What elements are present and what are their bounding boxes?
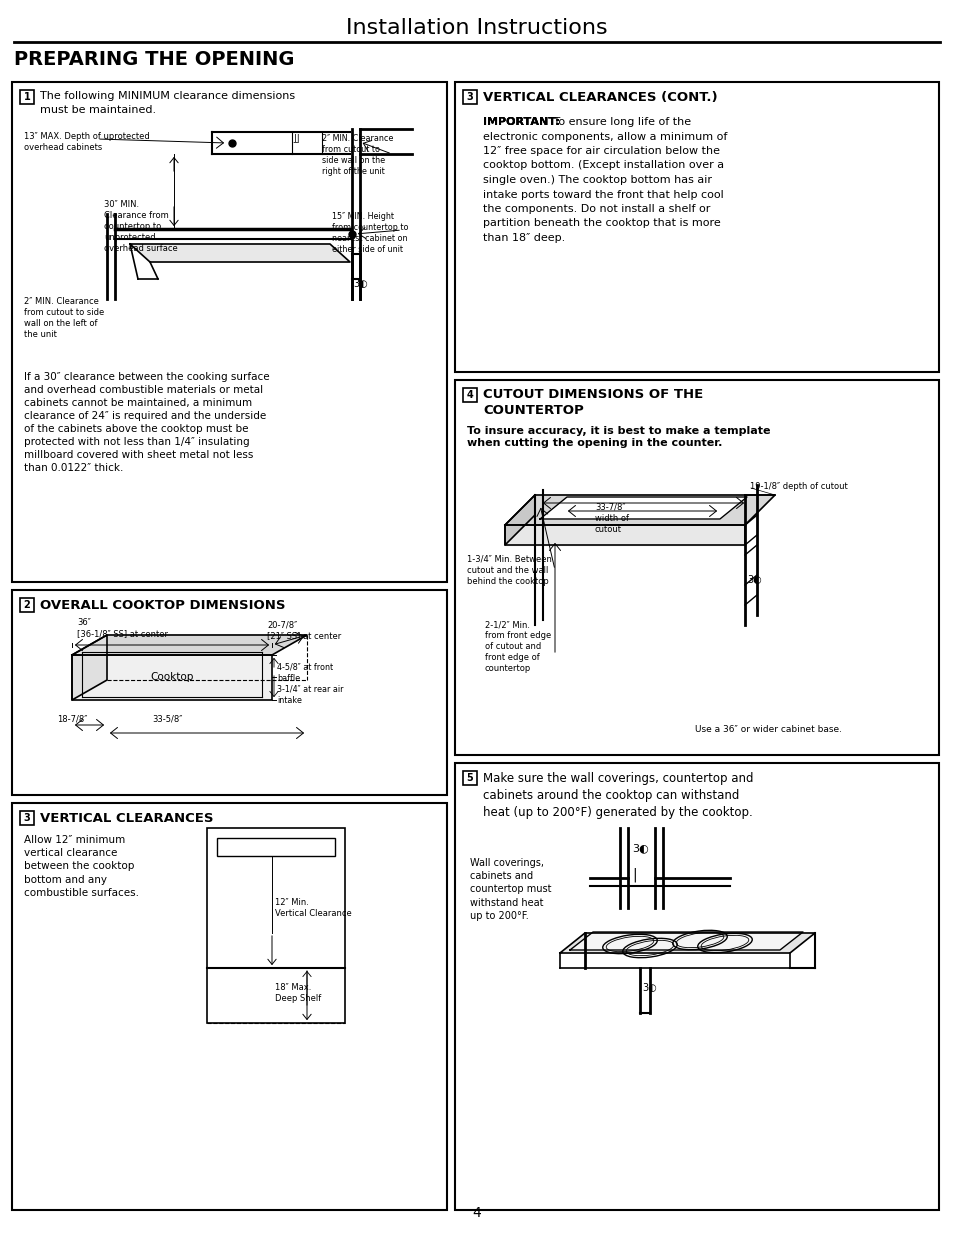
Text: the components. Do not install a shelf or: the components. Do not install a shelf o… xyxy=(482,204,710,214)
Text: 3◐: 3◐ xyxy=(631,844,648,853)
Text: 3-1/4″ at rear air
intake: 3-1/4″ at rear air intake xyxy=(276,685,343,705)
Bar xyxy=(455,763,938,1210)
Polygon shape xyxy=(559,932,814,953)
Text: 2: 2 xyxy=(24,600,30,610)
Text: If a 30″ clearance between the cooking surface: If a 30″ clearance between the cooking s… xyxy=(24,372,270,382)
Polygon shape xyxy=(504,525,744,545)
Text: 20-7/8″
[21″ SS] at center: 20-7/8″ [21″ SS] at center xyxy=(267,620,341,640)
Text: Make sure the wall coverings, countertop and
cabinets around the cooktop can wit: Make sure the wall coverings, countertop… xyxy=(482,772,753,819)
Text: 1-3/4″ Min. Between
cutout and the wall
behind the cooktop: 1-3/4″ Min. Between cutout and the wall … xyxy=(467,555,551,587)
Polygon shape xyxy=(71,655,272,700)
Text: To insure accuracy, it is best to make a template
when cutting the opening in th: To insure accuracy, it is best to make a… xyxy=(467,426,770,448)
Text: 3: 3 xyxy=(24,813,30,823)
Text: IMPORTANT:: IMPORTANT: xyxy=(482,117,559,127)
Text: 3◐: 3◐ xyxy=(353,279,367,289)
Text: 4-5/8″ at front
baffle: 4-5/8″ at front baffle xyxy=(276,663,333,683)
Text: Installation Instructions: Installation Instructions xyxy=(346,19,607,38)
Text: 18″ Max.
Deep Shelf: 18″ Max. Deep Shelf xyxy=(274,983,321,1003)
Bar xyxy=(207,827,345,1023)
Text: IMPORTANT:: IMPORTANT: xyxy=(482,117,559,127)
Polygon shape xyxy=(71,635,307,655)
Text: cabinets cannot be maintained, a minimum: cabinets cannot be maintained, a minimum xyxy=(24,398,252,408)
Text: CUTOUT DIMENSIONS OF THE: CUTOUT DIMENSIONS OF THE xyxy=(482,388,702,401)
Text: 15″ MIN. Height
from countertop to
nearest cabinet on
either side of unit: 15″ MIN. Height from countertop to neare… xyxy=(332,212,408,254)
Text: 4: 4 xyxy=(472,1207,481,1220)
Bar xyxy=(462,388,476,403)
Text: 2-1/2″ Min.
from front edge
of cutout and
front edge of
countertop: 2-1/2″ Min. from front edge of cutout an… xyxy=(484,620,551,673)
Text: cooktop bottom. (Except installation over a: cooktop bottom. (Except installation ove… xyxy=(482,161,723,170)
Text: of the cabinets above the cooktop must be: of the cabinets above the cooktop must b… xyxy=(24,424,248,433)
Text: IMPORTANT:: IMPORTANT: xyxy=(482,117,559,127)
Text: than 18″ deep.: than 18″ deep. xyxy=(482,233,565,243)
Text: 3◐: 3◐ xyxy=(746,576,760,585)
Text: 30″ MIN.
Clearance from
countertop to
unprotected
overhead surface: 30″ MIN. Clearance from countertop to un… xyxy=(104,200,177,253)
Bar xyxy=(462,90,476,104)
Text: clearance of 24″ is required and the underside: clearance of 24″ is required and the und… xyxy=(24,411,266,421)
Text: OVERALL COOKTOP DIMENSIONS: OVERALL COOKTOP DIMENSIONS xyxy=(40,599,285,613)
Text: 3: 3 xyxy=(466,91,473,103)
Text: millboard covered with sheet metal not less: millboard covered with sheet metal not l… xyxy=(24,450,253,459)
Text: intake ports toward the front that help cool: intake ports toward the front that help … xyxy=(482,189,723,200)
Polygon shape xyxy=(71,635,107,700)
Text: The following MINIMUM clearance dimensions: The following MINIMUM clearance dimensio… xyxy=(40,91,294,101)
Bar xyxy=(462,771,476,785)
Text: |: | xyxy=(631,868,636,883)
Text: 3◐: 3◐ xyxy=(641,983,656,993)
Polygon shape xyxy=(504,495,535,545)
Bar xyxy=(12,590,447,795)
Text: 36″
[36-1/8″ SS] at center: 36″ [36-1/8″ SS] at center xyxy=(77,618,168,637)
Text: 4: 4 xyxy=(466,390,473,400)
Text: 33-7/8″
width of
cutout: 33-7/8″ width of cutout xyxy=(595,503,628,535)
Text: VERTICAL CLEARANCES (CONT.): VERTICAL CLEARANCES (CONT.) xyxy=(482,91,717,104)
Bar xyxy=(455,82,938,372)
Text: protected with not less than 1/4″ insulating: protected with not less than 1/4″ insula… xyxy=(24,437,250,447)
Text: |̲̲|: |̲̲| xyxy=(294,135,299,143)
Bar xyxy=(216,839,335,856)
Text: VERTICAL CLEARANCES: VERTICAL CLEARANCES xyxy=(40,811,213,825)
Polygon shape xyxy=(130,245,350,262)
Text: 1: 1 xyxy=(24,91,30,103)
Polygon shape xyxy=(539,496,746,519)
Text: To ensure long life of the: To ensure long life of the xyxy=(550,117,690,127)
Text: 2″ MIN. Clearance
from cutout to side
wall on the left of
the unit: 2″ MIN. Clearance from cutout to side wa… xyxy=(24,296,104,340)
Text: 19-1/8″ depth of cutout: 19-1/8″ depth of cutout xyxy=(749,482,847,492)
Bar xyxy=(12,82,447,582)
Bar xyxy=(20,598,34,613)
Text: 13″ MAX. Depth of uprotected
overhead cabinets: 13″ MAX. Depth of uprotected overhead ca… xyxy=(24,132,150,152)
Text: must be maintained.: must be maintained. xyxy=(40,105,156,115)
Text: PREPARING THE OPENING: PREPARING THE OPENING xyxy=(14,49,294,69)
Text: 33-5/8″: 33-5/8″ xyxy=(152,715,182,724)
Bar xyxy=(455,380,938,755)
Text: and overhead combustible materials or metal: and overhead combustible materials or me… xyxy=(24,385,263,395)
Bar xyxy=(20,811,34,825)
Text: 12″ Min.
Vertical Clearance: 12″ Min. Vertical Clearance xyxy=(274,898,352,918)
Text: Allow 12″ minimum
vertical clearance
between the cooktop
bottom and any
combusti: Allow 12″ minimum vertical clearance bet… xyxy=(24,835,139,898)
Text: Wall coverings,
cabinets and
countertop must
withstand heat
up to 200°F.: Wall coverings, cabinets and countertop … xyxy=(470,858,551,921)
Bar xyxy=(20,90,34,104)
Text: electronic components, allow a minimum of: electronic components, allow a minimum o… xyxy=(482,131,726,142)
Text: 18-7/8″: 18-7/8″ xyxy=(57,715,88,724)
Polygon shape xyxy=(569,932,802,950)
Text: Cooktop: Cooktop xyxy=(151,672,193,682)
Text: 5: 5 xyxy=(466,773,473,783)
Text: 12″ free space for air circulation below the: 12″ free space for air circulation below… xyxy=(482,146,720,156)
Text: single oven.) The cooktop bottom has air: single oven.) The cooktop bottom has air xyxy=(482,175,711,185)
Text: 2″ MIN. Clearance
from cutout to
side wall on the
right of the unit: 2″ MIN. Clearance from cutout to side wa… xyxy=(322,135,393,177)
Text: Use a 36″ or wider cabinet base.: Use a 36″ or wider cabinet base. xyxy=(695,725,841,734)
Text: COUNTERTOP: COUNTERTOP xyxy=(482,404,583,417)
Bar xyxy=(12,803,447,1210)
Text: partition beneath the cooktop that is more: partition beneath the cooktop that is mo… xyxy=(482,219,720,228)
Polygon shape xyxy=(504,495,774,525)
Text: than 0.0122″ thick.: than 0.0122″ thick. xyxy=(24,463,123,473)
